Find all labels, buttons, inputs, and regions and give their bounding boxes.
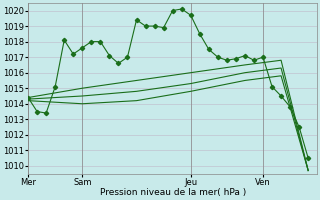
X-axis label: Pression niveau de la mer( hPa ): Pression niveau de la mer( hPa ) [100,188,246,197]
